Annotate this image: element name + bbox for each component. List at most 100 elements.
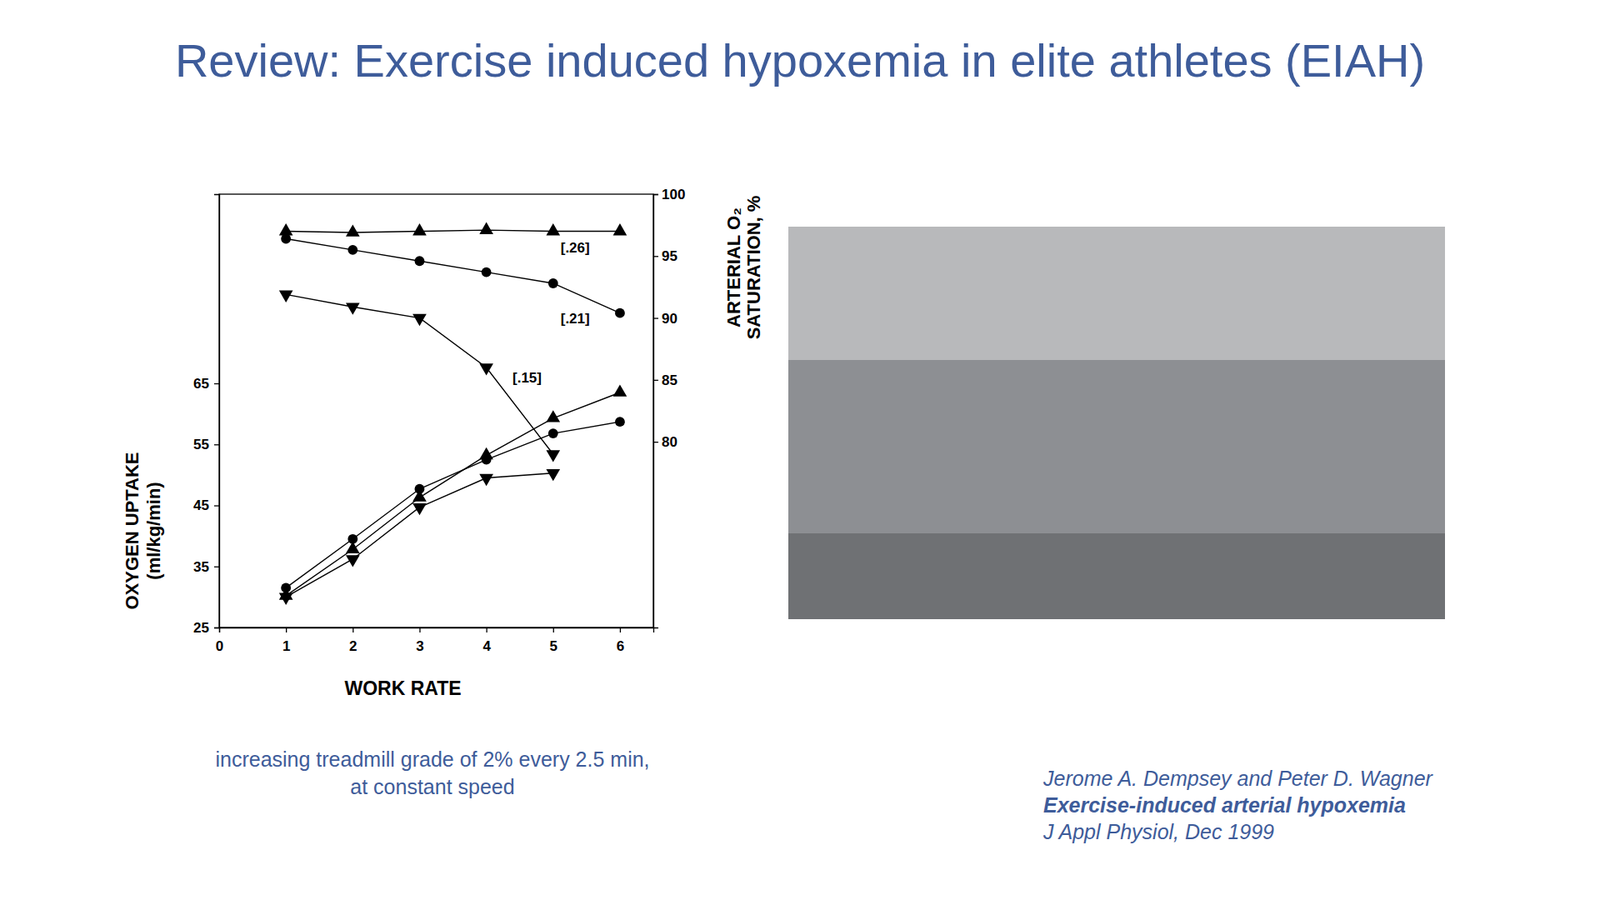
series-marker	[545, 469, 560, 481]
tick: 6	[616, 627, 625, 655]
tick: 2	[349, 627, 357, 655]
series-marker	[412, 503, 427, 515]
tick: 45	[193, 497, 220, 514]
series-marker	[548, 278, 559, 289]
tick-mark	[214, 444, 220, 445]
y-axis-title: (ml/kg/min)	[143, 481, 165, 580]
series-line	[285, 392, 620, 596]
series-marker	[280, 582, 291, 593]
series-marker	[347, 534, 358, 545]
axis-line	[654, 195, 660, 629]
background	[0, 0, 1600, 900]
photo-background	[788, 226, 1445, 360]
tick: 100	[653, 186, 685, 203]
photo-road	[788, 533, 1445, 620]
axis-line	[214, 195, 220, 629]
tick-mark	[653, 441, 659, 443]
series-marker	[415, 484, 425, 495]
tick-mark	[653, 194, 659, 195]
series-marker	[279, 290, 294, 303]
y2-axis-title: SATURATION, %	[743, 195, 765, 340]
tick-label: 3	[415, 638, 424, 655]
tick-label: 0	[215, 638, 224, 655]
axis-line	[220, 628, 655, 634]
series-marker	[545, 223, 560, 235]
slide-title: Review: Exercise induced hypoxemia in el…	[175, 34, 1425, 87]
tick: 5	[550, 627, 558, 655]
tick-mark	[352, 627, 354, 633]
tick-label: 1	[282, 638, 290, 655]
tick-mark	[653, 317, 659, 319]
tick-mark	[653, 255, 659, 257]
series-marker	[481, 267, 492, 278]
series-marker	[280, 234, 291, 245]
tick-label: 95	[661, 248, 678, 265]
citation: Exercise-induced arterial hypoxemia	[1043, 793, 1406, 817]
plot-marks	[279, 221, 627, 605]
annotation: [.26]	[560, 240, 590, 256]
series-line	[285, 238, 620, 313]
tick-mark	[653, 380, 659, 381]
series-marker	[548, 428, 559, 439]
chart: 0123456253545556580859095100WORK RATEOXY…	[121, 186, 765, 700]
tick: 0	[215, 627, 224, 655]
series-marker	[615, 308, 625, 319]
series-line	[285, 294, 554, 455]
photo-placeholder	[788, 226, 1445, 620]
tick: 80	[653, 434, 678, 450]
series-marker	[479, 474, 494, 486]
tick: 90	[653, 310, 678, 327]
series-marker	[479, 221, 494, 234]
tick: 95	[653, 248, 678, 265]
tick: 3	[415, 627, 424, 655]
tick: 1	[282, 627, 290, 655]
series-marker	[481, 455, 492, 465]
photo	[788, 226, 1445, 620]
series-marker	[347, 245, 358, 255]
series-marker	[545, 410, 560, 422]
annotation: [.21]	[560, 310, 590, 327]
citation: Jerome A. Dempsey and Peter D. Wagner	[1042, 766, 1435, 790]
tick-label: 65	[193, 375, 210, 392]
series-marker	[479, 363, 494, 375]
tick-label: 2	[349, 638, 357, 655]
series-marker	[279, 223, 294, 235]
tick-label: 25	[193, 620, 210, 636]
x-axis: 0 1 2 3 4 5 6	[215, 627, 655, 655]
tick-label: 55	[193, 436, 210, 453]
tick-mark	[214, 627, 220, 629]
tick: 55	[193, 436, 220, 453]
series-line	[285, 473, 554, 598]
series-marker	[412, 223, 427, 235]
tick-label: 45	[193, 497, 210, 514]
series-marker	[345, 224, 360, 236]
series-marker	[615, 416, 625, 427]
tick: 25	[193, 620, 220, 636]
series-marker	[613, 384, 628, 396]
tick-label: 80	[661, 434, 678, 450]
tick-label: 100	[661, 186, 685, 203]
tick-label: 90	[661, 310, 678, 327]
tick-label: 5	[550, 638, 558, 655]
series-marker	[279, 593, 294, 605]
series-marker	[545, 450, 560, 462]
series-marker	[415, 255, 425, 266]
tick: 65	[193, 375, 220, 392]
tick-mark	[419, 627, 420, 633]
tick-mark	[485, 627, 487, 633]
x-axis-title: WORK RATE	[344, 677, 461, 700]
tick: 35	[193, 559, 220, 575]
series-marker	[345, 302, 360, 315]
tick: 85	[653, 372, 678, 389]
y2-axis: 80 85 90 95 100	[653, 186, 685, 629]
tick-label: 35	[193, 559, 210, 575]
tick-label: 4	[482, 638, 491, 655]
tick-mark	[553, 627, 555, 633]
citation: J Appl Physiol, Dec 1999	[1042, 820, 1275, 844]
series-line	[285, 230, 620, 233]
tick-mark	[214, 383, 220, 385]
tick-mark	[214, 566, 220, 568]
tick-mark	[285, 627, 287, 633]
y2-axis-title: ARTERIAL O₂	[723, 207, 745, 328]
series-line	[285, 421, 620, 588]
